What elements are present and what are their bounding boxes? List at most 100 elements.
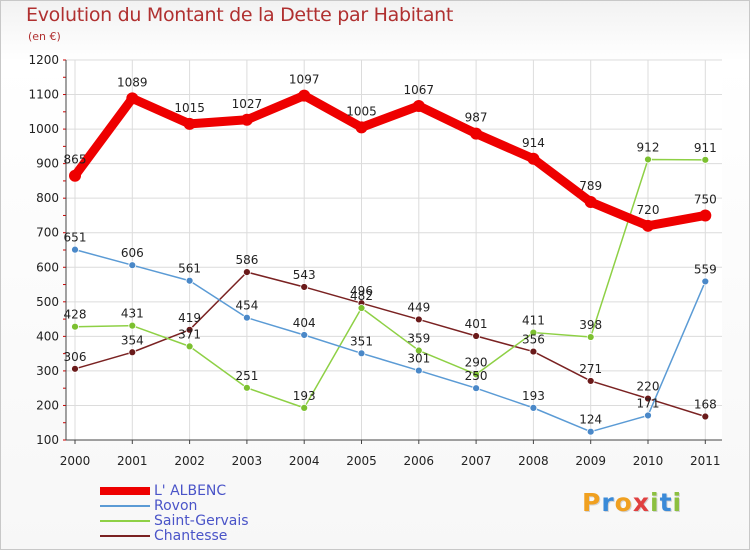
data-point [298, 89, 311, 102]
data-point [71, 364, 79, 373]
data-label: 411 [522, 314, 545, 328]
data-label: 449 [407, 300, 430, 314]
data-point [242, 313, 251, 322]
logo-letter: x [632, 488, 650, 517]
data-label: 586 [235, 253, 258, 267]
data-point [357, 349, 366, 358]
data-label: 306 [64, 350, 87, 364]
data-label: 401 [465, 317, 488, 331]
x-tick-label: 2005 [346, 454, 377, 468]
data-point [470, 127, 483, 140]
data-label: 193 [522, 389, 545, 403]
data-label: 651 [64, 231, 87, 245]
legend-item: Saint-Gervais [100, 514, 320, 529]
data-label: 1027 [232, 97, 263, 111]
data-point [414, 315, 423, 324]
data-label: 496 [350, 284, 373, 298]
data-label: 1015 [174, 101, 205, 115]
data-point [472, 370, 481, 379]
legend-swatch [100, 487, 150, 495]
data-point [644, 411, 652, 420]
data-label: 482 [350, 289, 373, 303]
x-tick-label: 2006 [404, 454, 435, 468]
data-label: 124 [579, 413, 602, 427]
legend-label: Chantesse [154, 528, 228, 544]
x-tick-label: 2000 [60, 454, 91, 468]
data-point [701, 155, 710, 164]
data-label: 720 [637, 203, 660, 217]
data-label: 359 [407, 332, 430, 346]
data-label: 351 [350, 334, 373, 348]
data-label: 168 [694, 398, 717, 412]
data-label: 789 [579, 179, 602, 193]
data-label: 750 [694, 192, 717, 206]
data-point [699, 209, 712, 222]
x-tick-label: 2009 [575, 454, 606, 468]
data-label: 1067 [404, 83, 435, 97]
data-label: 371 [178, 327, 201, 341]
data-point [527, 152, 540, 165]
legend-item: Chantesse [100, 529, 320, 544]
data-point [300, 403, 309, 412]
data-point [128, 348, 137, 357]
x-tick-label: 2002 [174, 454, 205, 468]
data-point [69, 169, 81, 182]
data-point [185, 325, 194, 334]
x-tick-label: 2007 [461, 454, 492, 468]
data-point [300, 331, 309, 339]
data-label: 428 [64, 308, 87, 322]
data-point [701, 277, 710, 286]
x-tick-label: 2001 [117, 454, 148, 468]
data-label: 987 [465, 111, 488, 125]
data-label: 431 [121, 307, 144, 321]
data-label: 290 [465, 355, 488, 369]
logo-letter: i [672, 488, 683, 517]
x-tick-label: 2008 [518, 454, 549, 468]
data-label: 1097 [289, 73, 320, 87]
data-point [586, 333, 595, 341]
data-point [355, 121, 368, 134]
data-point [586, 377, 595, 385]
data-label: 912 [637, 140, 660, 154]
y-tick-label: 700 [36, 226, 59, 240]
data-point [414, 366, 423, 375]
y-tick-label: 400 [36, 329, 59, 343]
y-tick-label: 500 [36, 295, 59, 309]
chart-subtitle: (en €) [28, 30, 61, 43]
data-point [642, 219, 654, 232]
legend-label: Rovon [154, 498, 198, 514]
data-label: 354 [121, 333, 144, 347]
data-label: 271 [579, 362, 602, 376]
data-point [128, 261, 137, 270]
data-label: 543 [293, 268, 316, 282]
data-point [128, 321, 137, 330]
x-tick-label: 2011 [690, 454, 721, 468]
logo-letter: o [614, 488, 633, 517]
data-point [183, 117, 196, 130]
data-point [240, 113, 253, 126]
y-tick-label: 600 [36, 260, 59, 274]
plot-area [66, 60, 722, 440]
data-label: 914 [522, 136, 545, 150]
data-label: 606 [121, 246, 144, 260]
data-label: 1005 [346, 104, 377, 118]
data-point [242, 383, 251, 392]
data-label: 1089 [117, 75, 148, 89]
y-tick-label: 1000 [28, 122, 59, 136]
logo-letter: t [659, 488, 673, 517]
data-label: 220 [637, 380, 660, 394]
data-label: 865 [64, 153, 87, 167]
data-point [644, 155, 652, 164]
data-point [185, 342, 194, 351]
series-line-chantesse [74, 271, 707, 418]
data-label: 398 [579, 318, 602, 332]
data-label: 911 [694, 141, 717, 155]
data-label: 419 [178, 311, 201, 325]
data-label: 301 [407, 352, 430, 366]
data-label: 454 [235, 299, 258, 313]
legend-label: L' ALBENC [154, 483, 227, 499]
data-point [472, 332, 481, 340]
chart-legend: L' ALBENC Rovon Saint-Gervais Chantesse [100, 484, 320, 544]
series-line-rovon [74, 248, 707, 433]
